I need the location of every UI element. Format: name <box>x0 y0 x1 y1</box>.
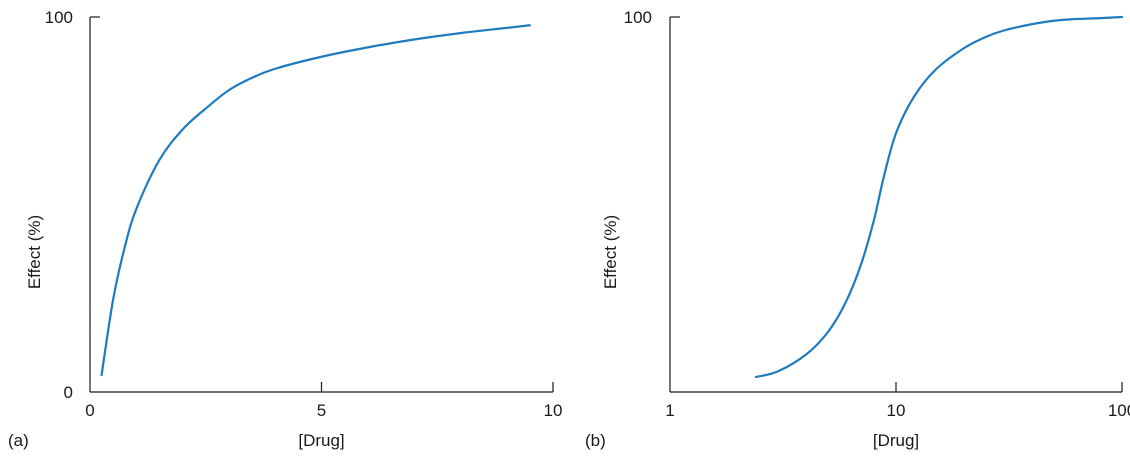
x-tick-label: 1 <box>665 401 674 420</box>
chart-panel-b: 100 1 10 100 [Drug] Effect (%) (b) <box>585 8 1130 450</box>
series-line <box>100 24 531 377</box>
y-tick-label: 0 <box>64 383 73 402</box>
x-tick-label: 0 <box>85 401 94 420</box>
x-tick-label: 5 <box>317 401 326 420</box>
panel-label: (b) <box>585 431 606 450</box>
y-tick-label: 100 <box>45 8 73 27</box>
panel-label: (a) <box>8 431 29 450</box>
x-tick-label: 10 <box>544 401 563 420</box>
x-tick-label: 10 <box>887 401 906 420</box>
series-line <box>754 15 1124 379</box>
x-axis-label: [Drug] <box>873 431 919 450</box>
x-axis-label: [Drug] <box>298 431 344 450</box>
y-axis-label: Effect (%) <box>25 215 44 289</box>
y-tick-label: 100 <box>624 8 652 27</box>
chart-panel-a: 0 100 0 5 10 [Drug] Effect (%) (a) <box>8 8 562 450</box>
x-tick-label: 100 <box>1108 401 1130 420</box>
y-axis-label: Effect (%) <box>601 215 620 289</box>
